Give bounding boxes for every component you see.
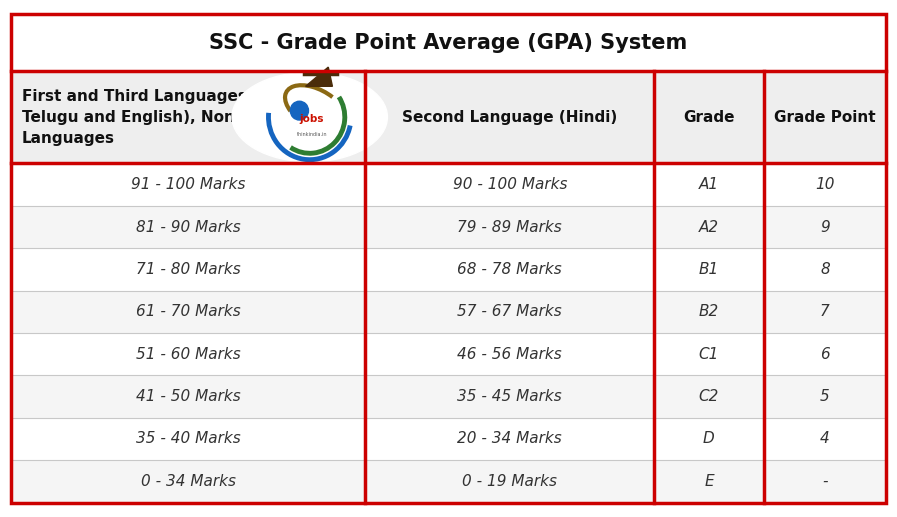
Text: 9: 9: [820, 220, 830, 235]
Text: 90 - 100 Marks: 90 - 100 Marks: [452, 177, 567, 192]
Text: 20 - 34 Marks: 20 - 34 Marks: [457, 432, 562, 447]
Text: 51 - 60 Marks: 51 - 60 Marks: [135, 347, 240, 362]
Text: Second Language (Hindi): Second Language (Hindi): [402, 110, 617, 125]
Text: First and Third Languages (i.e.,
Telugu and English), Non-
Languages: First and Third Languages (i.e., Telugu …: [22, 88, 291, 145]
Text: -: -: [823, 474, 828, 489]
Text: 6: 6: [820, 347, 830, 362]
Text: A1: A1: [699, 177, 719, 192]
Text: E: E: [704, 474, 714, 489]
Text: 4: 4: [820, 432, 830, 447]
Bar: [11, 71, 886, 163]
Bar: [11, 375, 886, 418]
Text: A2: A2: [699, 220, 719, 235]
Text: 8: 8: [820, 262, 830, 277]
Text: 0 - 34 Marks: 0 - 34 Marks: [141, 474, 236, 489]
Text: Grade: Grade: [684, 110, 735, 125]
Circle shape: [232, 72, 388, 162]
Text: 68 - 78 Marks: 68 - 78 Marks: [457, 262, 562, 277]
Text: jobs: jobs: [300, 114, 324, 124]
Text: SSC - Grade Point Average (GPA) System: SSC - Grade Point Average (GPA) System: [209, 33, 688, 53]
Text: 35 - 40 Marks: 35 - 40 Marks: [135, 432, 240, 447]
Text: 5: 5: [820, 389, 830, 404]
Text: Grade Point: Grade Point: [774, 110, 875, 125]
Text: thinkindia.in: thinkindia.in: [297, 132, 327, 138]
Bar: [11, 418, 886, 460]
Text: 61 - 70 Marks: 61 - 70 Marks: [135, 305, 240, 320]
Text: 7: 7: [820, 305, 830, 320]
Text: D: D: [703, 432, 715, 447]
Text: B2: B2: [699, 305, 719, 320]
Text: 10: 10: [815, 177, 835, 192]
Text: 71 - 80 Marks: 71 - 80 Marks: [135, 262, 240, 277]
Text: 35 - 45 Marks: 35 - 45 Marks: [457, 389, 562, 404]
Text: 41 - 50 Marks: 41 - 50 Marks: [135, 389, 240, 404]
Text: B1: B1: [699, 262, 719, 277]
Bar: [11, 206, 886, 248]
Text: C2: C2: [699, 389, 719, 404]
Bar: [11, 163, 886, 206]
Bar: [11, 460, 886, 503]
Polygon shape: [306, 67, 333, 86]
Text: C1: C1: [699, 347, 719, 362]
Bar: [11, 291, 886, 333]
Text: 79 - 89 Marks: 79 - 89 Marks: [457, 220, 562, 235]
Bar: [11, 14, 886, 71]
Text: 81 - 90 Marks: 81 - 90 Marks: [135, 220, 240, 235]
Text: 57 - 67 Marks: 57 - 67 Marks: [457, 305, 562, 320]
Bar: [11, 248, 886, 291]
Ellipse shape: [291, 101, 309, 120]
Text: 91 - 100 Marks: 91 - 100 Marks: [131, 177, 245, 192]
Bar: [11, 333, 886, 375]
Text: 0 - 19 Marks: 0 - 19 Marks: [462, 474, 557, 489]
Text: 46 - 56 Marks: 46 - 56 Marks: [457, 347, 562, 362]
